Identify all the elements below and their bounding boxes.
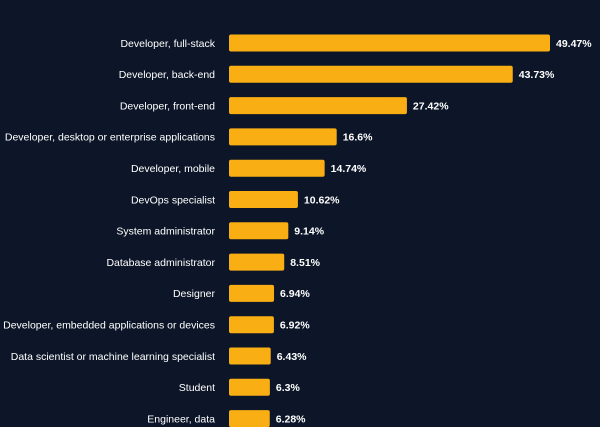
bar: [229, 191, 298, 208]
category-label: Data scientist or machine learning speci…: [11, 351, 215, 363]
category-label: Developer, mobile: [131, 163, 215, 175]
category-label: Database administrator: [106, 257, 215, 269]
value-label: 6.43%: [277, 351, 307, 363]
bar: [229, 159, 325, 177]
category-label: Engineer, data: [147, 413, 215, 425]
bar: [229, 65, 513, 83]
value-label: 8.51%: [290, 257, 320, 269]
value-label: 16.6%: [343, 132, 373, 144]
category-label: Developer, desktop or enterprise applica…: [5, 132, 215, 144]
bar: [229, 347, 271, 365]
value-label: 9.14%: [294, 226, 324, 238]
bar: [229, 222, 289, 240]
value-label: 6.92%: [280, 320, 310, 332]
category-label: Student: [179, 382, 215, 394]
category-label: Developer, back-end: [119, 69, 215, 81]
category-label: Developer, embedded applications or devi…: [3, 320, 215, 332]
value-label: 6.28%: [276, 413, 306, 425]
bar: [229, 378, 270, 396]
category-label: System administrator: [116, 226, 215, 238]
value-label: 27.42%: [413, 100, 449, 112]
value-label: 14.74%: [331, 163, 367, 175]
category-label: DevOps specialist: [131, 194, 215, 206]
bar: [229, 284, 275, 302]
bar: [229, 410, 270, 427]
bar: [229, 253, 285, 271]
bar: [229, 34, 550, 52]
value-label: 49.47%: [556, 38, 592, 50]
value-label: 6.94%: [280, 288, 310, 300]
category-label: Developer, front-end: [120, 100, 215, 112]
bar: [229, 316, 274, 334]
value-label: 6.3%: [276, 382, 301, 394]
bar: [229, 128, 337, 146]
value-label: 43.73%: [519, 69, 555, 81]
category-label: Designer: [173, 288, 216, 300]
bar: [229, 97, 407, 115]
category-label: Developer, full-stack: [120, 38, 215, 50]
value-label: 10.62%: [304, 194, 340, 206]
